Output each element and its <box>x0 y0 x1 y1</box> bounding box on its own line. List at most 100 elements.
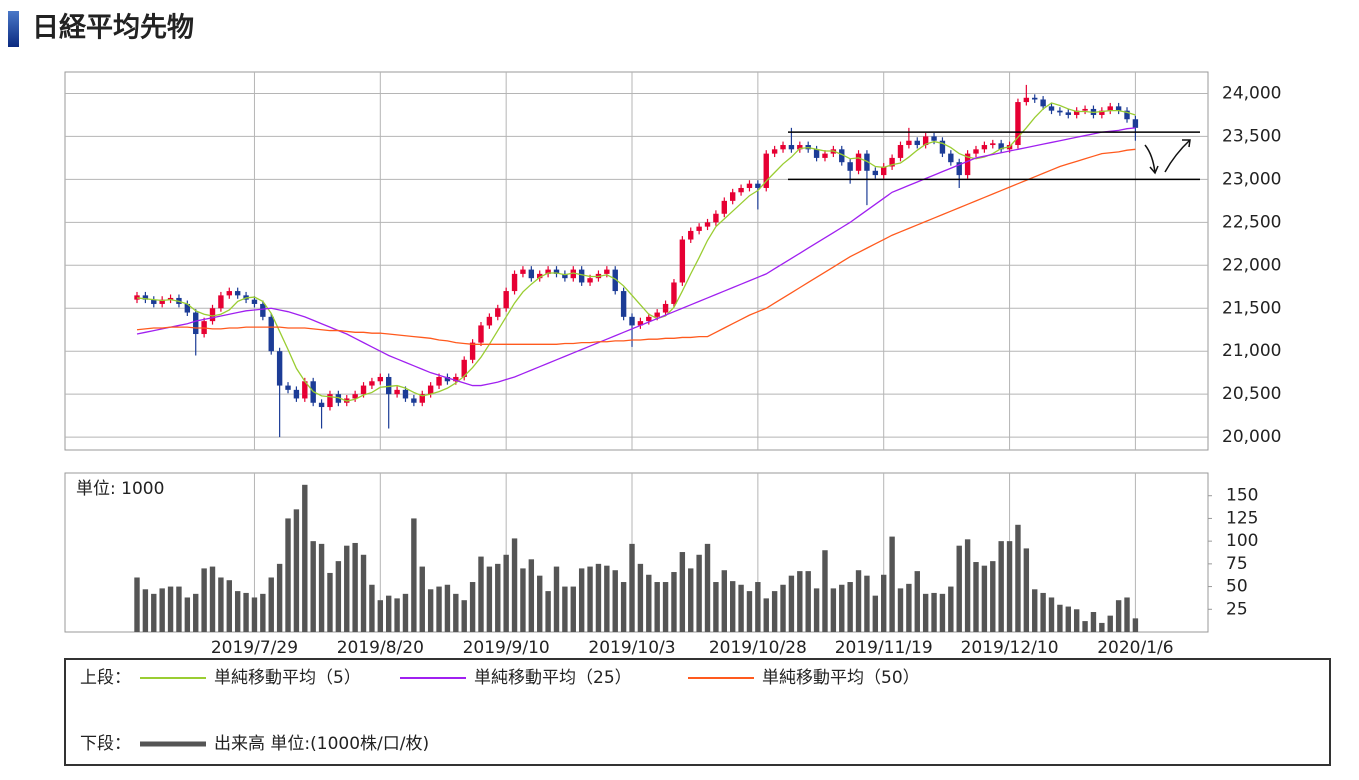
volume-bar <box>386 595 392 632</box>
candle-body <box>285 385 291 390</box>
candle-body <box>293 389 300 399</box>
volume-bar <box>864 575 870 632</box>
candle-body <box>436 376 442 386</box>
candle-body <box>855 153 862 171</box>
volume-bar <box>201 568 207 632</box>
volume-bar <box>729 581 736 632</box>
candle-body <box>503 291 509 309</box>
volume-bar <box>620 582 627 632</box>
volume-bar <box>1057 604 1063 632</box>
volume-bar <box>847 582 853 632</box>
candle-body <box>998 143 1004 150</box>
candle-body <box>696 226 702 231</box>
legend-box <box>64 658 1331 766</box>
volume-bar <box>713 582 719 632</box>
candle-body <box>813 149 820 158</box>
volume-bar <box>1015 524 1021 632</box>
volume-bar <box>327 572 333 632</box>
arrow-up <box>1164 139 1191 173</box>
candle-body <box>578 269 585 283</box>
volume-bar <box>427 589 434 632</box>
volume-bar <box>411 518 417 632</box>
candle-body <box>922 136 929 146</box>
volume-bar <box>872 595 879 632</box>
candle-body <box>788 145 795 150</box>
volume-bar <box>906 583 912 632</box>
y-tick-label: 100 <box>1226 531 1258 551</box>
x-tick-label: 2019/8/20 <box>337 638 424 658</box>
volume-bar <box>654 582 660 632</box>
candle-body <box>964 153 971 176</box>
volume-bar <box>520 568 526 632</box>
volume-bar <box>260 593 266 632</box>
candle-body <box>268 316 274 352</box>
candle-body <box>721 200 727 214</box>
volume-bar <box>830 588 837 632</box>
candle-body <box>352 394 358 399</box>
volume-bar <box>629 543 635 632</box>
candle-body <box>713 213 719 223</box>
volume-bar <box>167 586 174 632</box>
legend-label: 出来高 単位:(1000株/口/枚) <box>214 734 429 754</box>
candle-body <box>679 239 686 283</box>
volume-bar <box>998 541 1004 632</box>
y-tick-label: 50 <box>1226 577 1248 597</box>
candle-body <box>1040 99 1046 107</box>
volume-bar <box>788 575 795 632</box>
volume-bar <box>318 543 325 632</box>
volume-bar <box>151 593 157 632</box>
candle-body <box>629 316 635 326</box>
volume-bar <box>176 586 182 632</box>
candle-body <box>234 291 241 296</box>
ma-line <box>136 148 1136 345</box>
volume-bar <box>562 586 568 632</box>
candle-body <box>931 136 937 141</box>
volume-bar <box>344 545 350 632</box>
candle-body <box>662 303 669 313</box>
candle-body <box>209 308 216 322</box>
y-tick-label: 25 <box>1226 599 1248 619</box>
volume-bar <box>855 570 862 632</box>
legend-prefix: 上段： <box>80 668 131 688</box>
volume-bar <box>939 593 946 632</box>
candle-body <box>159 299 165 304</box>
candle-body <box>990 143 996 146</box>
legend-label: 単純移動平均（25） <box>474 668 632 688</box>
volume-bar <box>1032 589 1038 632</box>
volume-bar <box>193 593 199 632</box>
candle-body <box>377 376 384 382</box>
candle-body <box>537 273 543 279</box>
x-tick-label: 2019/7/29 <box>211 638 298 658</box>
volume-bar <box>1023 548 1030 632</box>
candle-body <box>1057 110 1063 113</box>
volume-bar <box>495 563 501 632</box>
legend-label: 単純移動平均（5） <box>214 668 361 688</box>
volume-bar <box>553 566 560 632</box>
volume-bar <box>679 552 686 632</box>
candle-body <box>620 291 627 317</box>
candle-body <box>1015 102 1021 146</box>
candle-body <box>318 402 325 408</box>
volume-bar <box>243 592 249 632</box>
candle-body <box>637 321 644 326</box>
candle-body <box>478 325 484 343</box>
candle-body <box>411 398 417 403</box>
volume-bar <box>570 586 576 632</box>
volume-bar <box>805 571 811 632</box>
volume-bar <box>402 593 409 632</box>
candle-body <box>738 187 744 193</box>
title-icon <box>8 11 19 47</box>
volume-bar <box>1065 606 1071 632</box>
volume-bar <box>486 566 493 632</box>
candle-body <box>1065 112 1071 115</box>
candle-body <box>822 153 828 158</box>
volume-bar <box>813 588 820 632</box>
volume-bar <box>990 561 996 632</box>
candle-body <box>948 153 954 163</box>
candle-body <box>906 140 912 146</box>
candle-body <box>956 162 962 176</box>
candle-body <box>444 376 451 382</box>
volume-bar <box>704 543 711 632</box>
page-title: 日経平均先物 <box>32 12 194 44</box>
y-tick-label: 21,500 <box>1222 298 1281 318</box>
